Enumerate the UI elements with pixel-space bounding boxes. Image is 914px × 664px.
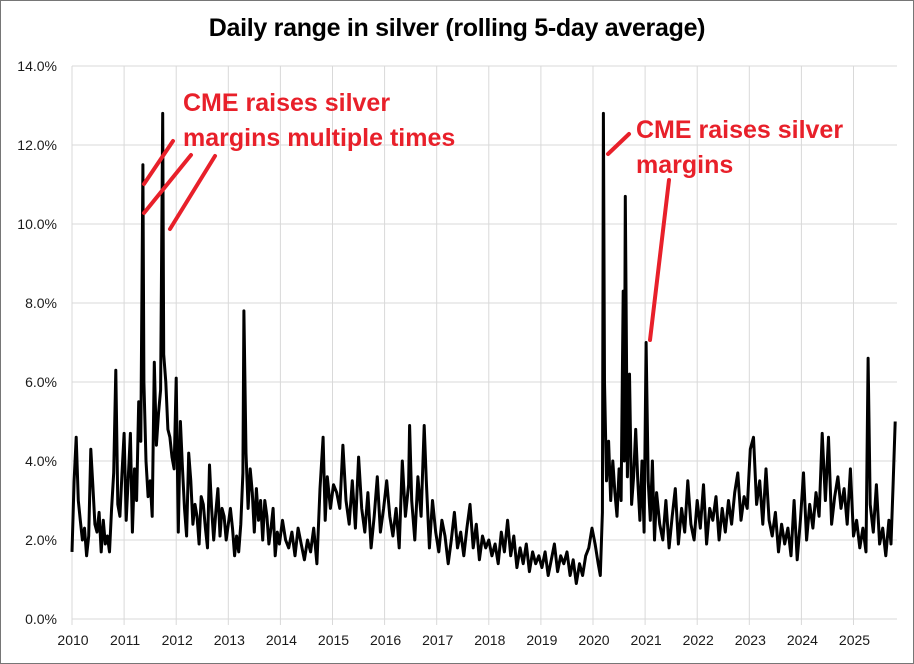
y-tick-label: 12.0%: [17, 137, 57, 153]
x-tick-label: 2024: [787, 632, 818, 648]
annotation-1-arrow: [168, 154, 217, 231]
x-tick-label: 2014: [266, 632, 297, 648]
x-tick-label: 2015: [318, 632, 349, 648]
x-tick-label: 2021: [631, 632, 662, 648]
y-tick-label: 0.0%: [25, 611, 57, 627]
y-tick-label: 8.0%: [25, 295, 57, 311]
annotation-2-arrow: [606, 132, 631, 156]
annotation-1-line-2: margins multiple times: [183, 124, 455, 152]
y-tick-label: 14.0%: [17, 58, 57, 74]
annotation-2-arrow: [648, 178, 671, 342]
annotations-layer: CME raises silver margins multiple times C…: [142, 89, 843, 342]
y-axis-ticks: 0.0% 2.0% 4.0% 6.0% 8.0% 10.0% 12.0% 14.0%: [17, 58, 57, 627]
x-tick-label: 2012: [162, 632, 193, 648]
annotation-1-arrow: [142, 153, 193, 215]
grid-lines: [71, 65, 897, 625]
x-tick-label: 2025: [839, 632, 870, 648]
annotation-1-line-1: CME raises silver: [183, 89, 390, 117]
series-layer: [70, 111, 897, 585]
annotation-2-line-2: margins: [636, 151, 733, 179]
x-tick-label: 2016: [370, 632, 401, 648]
x-tick-label: 2022: [683, 632, 714, 648]
annotation-1-arrow: [142, 139, 175, 186]
x-tick-label: 2017: [422, 632, 453, 648]
y-tick-label: 4.0%: [25, 453, 57, 469]
x-tick-label: 2013: [214, 632, 245, 648]
x-tick-label: 2019: [526, 632, 557, 648]
x-tick-label: 2020: [578, 632, 609, 648]
chart-title: Daily range in silver (rolling 5-day ave…: [208, 14, 706, 42]
annotation-2-line-1: CME raises silver: [636, 116, 843, 144]
y-tick-label: 2.0%: [25, 532, 57, 548]
x-tick-label: 2011: [110, 632, 140, 648]
x-tick-label: 2010: [57, 632, 88, 648]
x-axis-ticks: 2010 2011 2012 2013 2014 2015 2016 2017 2018 2019…: [57, 632, 870, 648]
y-tick-label: 10.0%: [17, 216, 57, 232]
x-tick-label: 2023: [735, 632, 766, 648]
series-line: [70, 111, 897, 585]
y-tick-label: 6.0%: [25, 374, 57, 390]
x-tick-label: 2018: [474, 632, 505, 648]
